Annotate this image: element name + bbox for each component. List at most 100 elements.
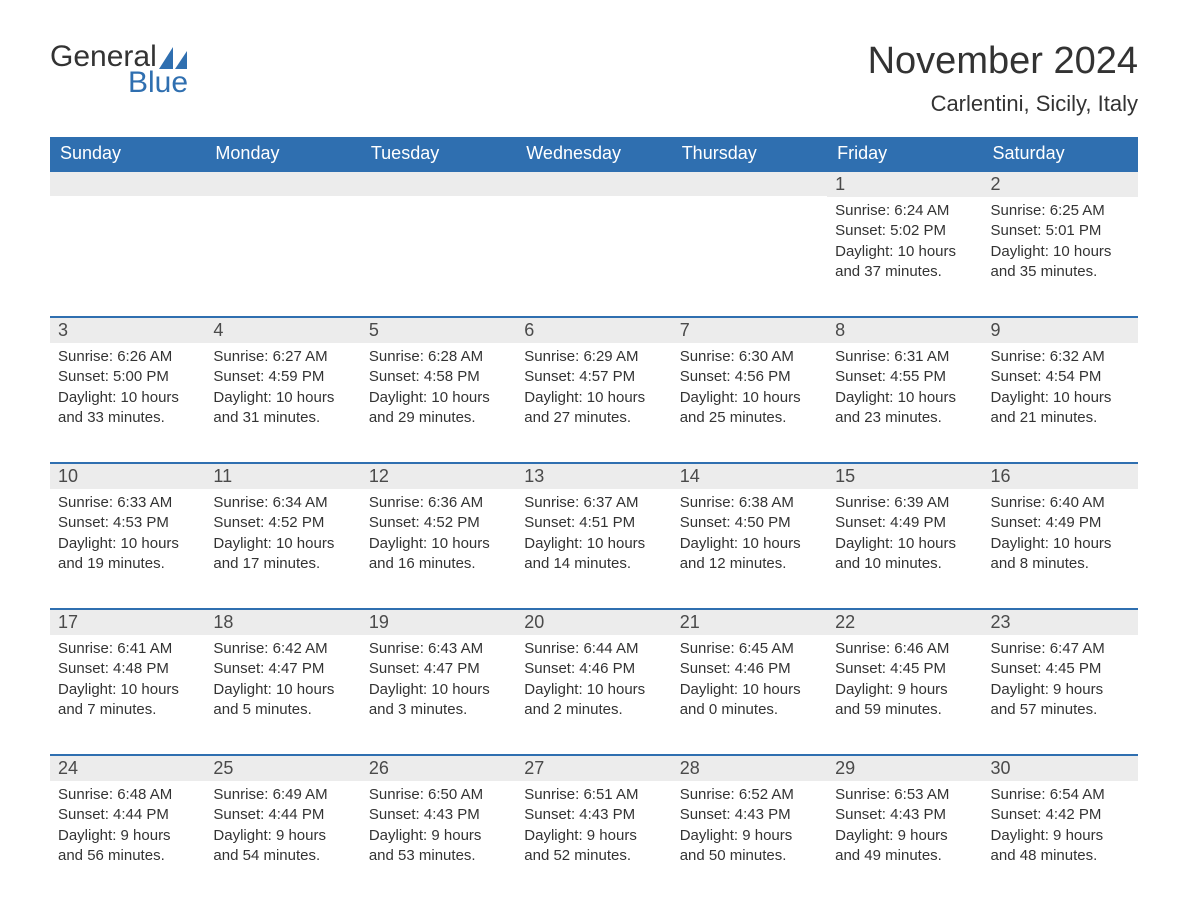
calendar-week-row: 10Sunrise: 6:33 AMSunset: 4:53 PMDayligh… [50,462,1138,590]
daylight-line: Daylight: 10 hours and 10 minutes. [835,534,974,575]
calendar-week-row: 17Sunrise: 6:41 AMSunset: 4:48 PMDayligh… [50,608,1138,736]
daylight-line: Daylight: 9 hours and 50 minutes. [680,826,819,867]
daylight-line: Daylight: 10 hours and 31 minutes. [213,388,352,429]
daylight-line: Daylight: 10 hours and 14 minutes. [524,534,663,575]
day-number: 3 [50,316,205,343]
day-details: Sunrise: 6:40 AMSunset: 4:49 PMDaylight:… [983,489,1138,582]
day-details: Sunrise: 6:39 AMSunset: 4:49 PMDaylight:… [827,489,982,582]
daylight-line: Daylight: 9 hours and 57 minutes. [991,680,1130,721]
sunset-line: Sunset: 4:46 PM [680,659,819,679]
empty-day-header [205,170,360,196]
sunset-line: Sunset: 4:59 PM [213,367,352,387]
sunrise-line: Sunrise: 6:49 AM [213,785,352,805]
page-title: November 2024 [868,40,1138,83]
day-number: 29 [827,754,982,781]
sunrise-line: Sunrise: 6:52 AM [680,785,819,805]
logo-text-blue: Blue [128,66,188,100]
day-details: Sunrise: 6:42 AMSunset: 4:47 PMDaylight:… [205,635,360,728]
sunset-line: Sunset: 4:52 PM [369,513,508,533]
daylight-line: Daylight: 9 hours and 54 minutes. [213,826,352,867]
weekday-header: Tuesday [361,137,516,170]
sunrise-line: Sunrise: 6:36 AM [369,493,508,513]
calendar-cell: 8Sunrise: 6:31 AMSunset: 4:55 PMDaylight… [827,316,982,444]
calendar-cell: 21Sunrise: 6:45 AMSunset: 4:46 PMDayligh… [672,608,827,736]
calendar-cell: 30Sunrise: 6:54 AMSunset: 4:42 PMDayligh… [983,754,1138,882]
day-details: Sunrise: 6:24 AMSunset: 5:02 PMDaylight:… [827,197,982,290]
daylight-line: Daylight: 10 hours and 17 minutes. [213,534,352,575]
sunset-line: Sunset: 4:47 PM [369,659,508,679]
sunrise-line: Sunrise: 6:41 AM [58,639,197,659]
day-details: Sunrise: 6:37 AMSunset: 4:51 PMDaylight:… [516,489,671,582]
day-details: Sunrise: 6:51 AMSunset: 4:43 PMDaylight:… [516,781,671,874]
calendar-cell: 20Sunrise: 6:44 AMSunset: 4:46 PMDayligh… [516,608,671,736]
daylight-line: Daylight: 9 hours and 52 minutes. [524,826,663,867]
calendar-cell: 13Sunrise: 6:37 AMSunset: 4:51 PMDayligh… [516,462,671,590]
sunset-line: Sunset: 4:43 PM [369,805,508,825]
day-details: Sunrise: 6:32 AMSunset: 4:54 PMDaylight:… [983,343,1138,436]
calendar-week-row: 3Sunrise: 6:26 AMSunset: 5:00 PMDaylight… [50,316,1138,444]
sunrise-line: Sunrise: 6:32 AM [991,347,1130,367]
day-details: Sunrise: 6:31 AMSunset: 4:55 PMDaylight:… [827,343,982,436]
day-number: 2 [983,170,1138,197]
day-number: 5 [361,316,516,343]
sunset-line: Sunset: 5:02 PM [835,221,974,241]
calendar-cell: 15Sunrise: 6:39 AMSunset: 4:49 PMDayligh… [827,462,982,590]
sunset-line: Sunset: 4:44 PM [58,805,197,825]
daylight-line: Daylight: 10 hours and 0 minutes. [680,680,819,721]
day-number: 7 [672,316,827,343]
sunset-line: Sunset: 4:43 PM [835,805,974,825]
day-number: 9 [983,316,1138,343]
sunset-line: Sunset: 4:51 PM [524,513,663,533]
calendar-cell: 19Sunrise: 6:43 AMSunset: 4:47 PMDayligh… [361,608,516,736]
day-details: Sunrise: 6:47 AMSunset: 4:45 PMDaylight:… [983,635,1138,728]
sunrise-line: Sunrise: 6:25 AM [991,201,1130,221]
empty-day-header [361,170,516,196]
daylight-line: Daylight: 10 hours and 21 minutes. [991,388,1130,429]
sunset-line: Sunset: 4:52 PM [213,513,352,533]
sunset-line: Sunset: 5:01 PM [991,221,1130,241]
day-number: 6 [516,316,671,343]
calendar-cell: 6Sunrise: 6:29 AMSunset: 4:57 PMDaylight… [516,316,671,444]
sunrise-line: Sunrise: 6:48 AM [58,785,197,805]
daylight-line: Daylight: 10 hours and 3 minutes. [369,680,508,721]
day-details: Sunrise: 6:25 AMSunset: 5:01 PMDaylight:… [983,197,1138,290]
calendar-week-row: 1Sunrise: 6:24 AMSunset: 5:02 PMDaylight… [50,170,1138,298]
sunset-line: Sunset: 5:00 PM [58,367,197,387]
calendar-cell [361,170,516,298]
calendar-cell: 1Sunrise: 6:24 AMSunset: 5:02 PMDaylight… [827,170,982,298]
sunrise-line: Sunrise: 6:38 AM [680,493,819,513]
sunset-line: Sunset: 4:57 PM [524,367,663,387]
sunset-line: Sunset: 4:43 PM [524,805,663,825]
sunset-line: Sunset: 4:54 PM [991,367,1130,387]
calendar-cell: 29Sunrise: 6:53 AMSunset: 4:43 PMDayligh… [827,754,982,882]
day-number: 21 [672,608,827,635]
calendar-cell: 27Sunrise: 6:51 AMSunset: 4:43 PMDayligh… [516,754,671,882]
day-details: Sunrise: 6:41 AMSunset: 4:48 PMDaylight:… [50,635,205,728]
calendar-cell: 28Sunrise: 6:52 AMSunset: 4:43 PMDayligh… [672,754,827,882]
sunrise-line: Sunrise: 6:51 AM [524,785,663,805]
weekday-header: Wednesday [516,137,671,170]
day-number: 25 [205,754,360,781]
sunrise-line: Sunrise: 6:54 AM [991,785,1130,805]
day-number: 1 [827,170,982,197]
weekday-header: Saturday [983,137,1138,170]
sunrise-line: Sunrise: 6:47 AM [991,639,1130,659]
calendar-cell: 23Sunrise: 6:47 AMSunset: 4:45 PMDayligh… [983,608,1138,736]
daylight-line: Daylight: 10 hours and 16 minutes. [369,534,508,575]
day-details: Sunrise: 6:46 AMSunset: 4:45 PMDaylight:… [827,635,982,728]
day-details: Sunrise: 6:53 AMSunset: 4:43 PMDaylight:… [827,781,982,874]
daylight-line: Daylight: 9 hours and 49 minutes. [835,826,974,867]
daylight-line: Daylight: 10 hours and 23 minutes. [835,388,974,429]
calendar-cell: 3Sunrise: 6:26 AMSunset: 5:00 PMDaylight… [50,316,205,444]
day-details: Sunrise: 6:48 AMSunset: 4:44 PMDaylight:… [50,781,205,874]
day-details: Sunrise: 6:54 AMSunset: 4:42 PMDaylight:… [983,781,1138,874]
day-details: Sunrise: 6:27 AMSunset: 4:59 PMDaylight:… [205,343,360,436]
day-number: 28 [672,754,827,781]
day-number: 4 [205,316,360,343]
calendar-cell: 2Sunrise: 6:25 AMSunset: 5:01 PMDaylight… [983,170,1138,298]
day-details: Sunrise: 6:34 AMSunset: 4:52 PMDaylight:… [205,489,360,582]
day-details: Sunrise: 6:50 AMSunset: 4:43 PMDaylight:… [361,781,516,874]
weekday-header: Monday [205,137,360,170]
calendar-cell [672,170,827,298]
calendar-cell: 26Sunrise: 6:50 AMSunset: 4:43 PMDayligh… [361,754,516,882]
